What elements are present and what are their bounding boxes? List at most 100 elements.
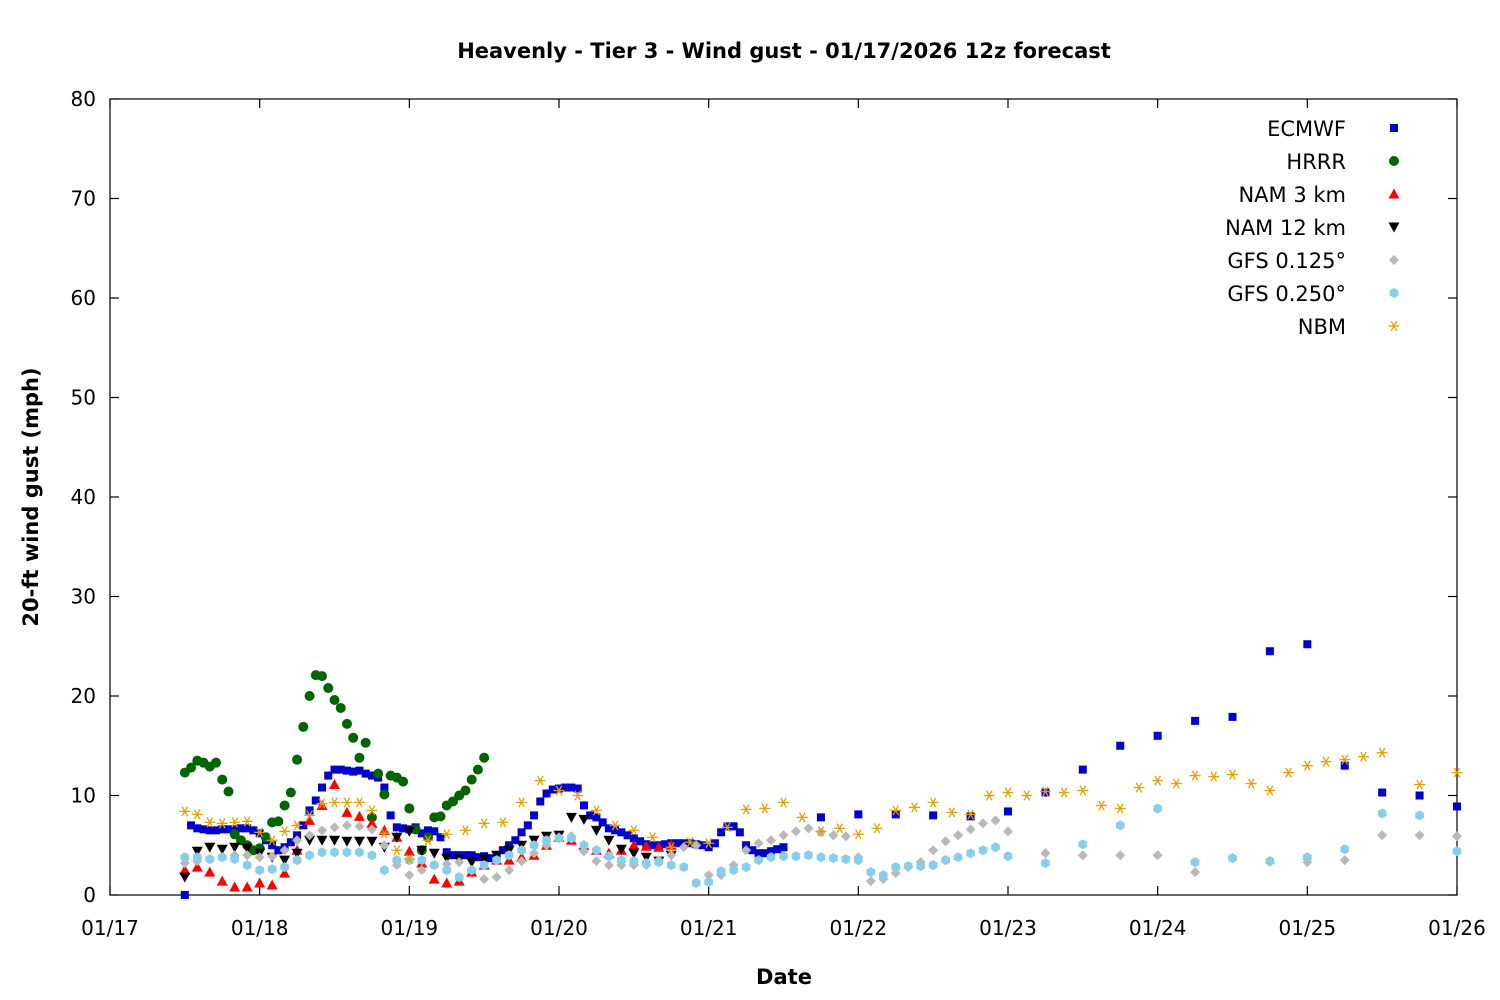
data-point xyxy=(766,835,777,846)
chart-title: Heavenly - Tier 3 - Wind gust - 01/17/20… xyxy=(457,39,1111,63)
data-point xyxy=(254,852,265,863)
x-tick-label: 01/19 xyxy=(381,916,439,940)
data-point xyxy=(279,826,291,837)
data-point xyxy=(191,809,203,820)
data-point xyxy=(1451,767,1463,778)
data-point xyxy=(1191,716,1200,725)
data-point xyxy=(1320,756,1332,767)
x-tick-label: 01/20 xyxy=(530,916,588,940)
data-point xyxy=(561,783,570,792)
data-point xyxy=(318,783,327,792)
data-point xyxy=(330,765,339,774)
x-tick-label: 01/22 xyxy=(830,916,888,940)
data-point xyxy=(617,855,626,866)
data-point xyxy=(191,861,203,872)
data-point xyxy=(735,828,744,837)
data-point xyxy=(241,881,253,892)
data-point xyxy=(816,852,826,863)
data-point xyxy=(504,865,515,876)
data-point xyxy=(229,829,240,840)
data-point xyxy=(342,766,351,775)
data-point xyxy=(740,804,752,815)
data-point xyxy=(1078,765,1087,774)
data-point xyxy=(866,867,876,878)
data-point xyxy=(311,796,320,805)
data-point xyxy=(586,811,595,820)
data-point xyxy=(1228,853,1237,864)
data-point xyxy=(285,787,296,798)
data-point xyxy=(953,830,964,841)
y-tick-label: 0 xyxy=(83,883,96,907)
data-point xyxy=(629,856,639,867)
data-point xyxy=(678,842,689,853)
legend-marker xyxy=(1388,320,1400,332)
data-point xyxy=(603,835,615,846)
data-point xyxy=(492,855,501,866)
data-point xyxy=(640,852,652,863)
data-point xyxy=(304,691,315,701)
data-point xyxy=(441,853,453,864)
data-point xyxy=(1133,782,1145,793)
data-point xyxy=(1264,785,1276,796)
data-point xyxy=(773,845,782,854)
data-point xyxy=(865,876,876,887)
data-point xyxy=(403,854,415,865)
data-point xyxy=(721,822,733,833)
x-tick-label: 01/18 xyxy=(231,916,289,940)
data-point xyxy=(1078,839,1088,850)
data-point xyxy=(353,797,365,808)
data-point xyxy=(803,823,814,834)
data-point xyxy=(280,862,289,873)
data-point xyxy=(341,806,353,817)
data-point xyxy=(435,811,446,822)
series-5 xyxy=(180,803,1462,889)
x-tick-label: 01/24 xyxy=(1129,916,1187,940)
data-point xyxy=(710,839,719,848)
data-point xyxy=(1357,751,1369,762)
data-point xyxy=(224,825,233,834)
data-point xyxy=(392,823,401,832)
x-tick-label: 01/21 xyxy=(680,916,738,940)
data-point xyxy=(399,824,408,833)
data-point xyxy=(1003,851,1013,862)
data-point xyxy=(429,860,439,871)
data-point xyxy=(754,855,763,866)
x-axis-ticks: 01/17 01/18 01/19 01/20 01/21 01/22 01/23 01/24… xyxy=(81,99,1486,940)
data-point xyxy=(1378,788,1387,797)
data-point xyxy=(1303,852,1312,863)
data-point xyxy=(966,848,975,859)
data-point xyxy=(335,702,346,713)
data-point xyxy=(516,797,528,808)
data-point xyxy=(903,861,913,872)
data-point xyxy=(716,866,726,877)
x-tick-label: 01/17 xyxy=(81,916,139,940)
data-point xyxy=(766,852,776,863)
data-point xyxy=(891,810,900,819)
data-point xyxy=(579,840,589,851)
data-point xyxy=(666,850,677,861)
data-point xyxy=(378,824,390,835)
data-point xyxy=(424,826,433,835)
data-point xyxy=(590,805,602,816)
data-point xyxy=(299,821,308,830)
data-point xyxy=(567,783,576,792)
data-point xyxy=(274,846,283,855)
data-point xyxy=(854,855,863,866)
data-point xyxy=(236,824,245,833)
data-point xyxy=(609,820,621,831)
data-point xyxy=(193,824,202,833)
data-point xyxy=(1414,779,1426,790)
data-point xyxy=(367,850,377,861)
data-point xyxy=(542,789,551,798)
data-point xyxy=(336,765,345,774)
data-point xyxy=(741,862,751,873)
data-point xyxy=(978,818,989,829)
data-point xyxy=(366,817,378,828)
data-point xyxy=(679,862,689,873)
data-point xyxy=(617,828,626,837)
legend-marker xyxy=(1390,124,1398,132)
legend-label: NAM 3 km xyxy=(1238,183,1346,207)
data-point xyxy=(1021,790,1033,801)
data-point xyxy=(791,851,801,862)
data-point xyxy=(1265,647,1274,656)
